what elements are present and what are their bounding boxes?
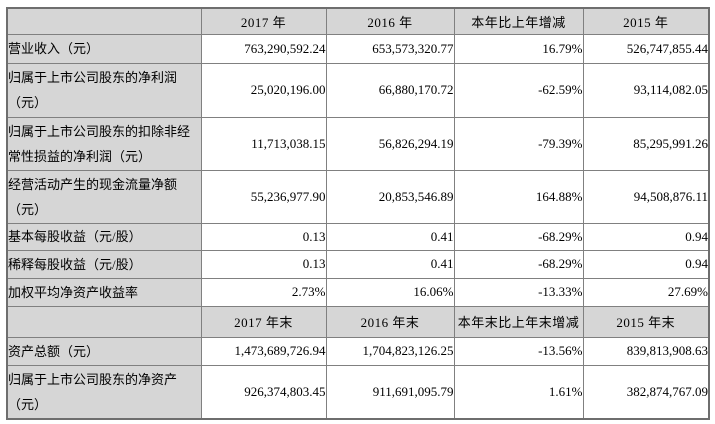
metric-label: 归属于上市公司股东的净资产（元）: [6, 364, 202, 420]
value-change: -68.29%: [453, 222, 584, 251]
value-2016: 66,880,170.72: [325, 62, 455, 118]
value-2016: 20,853,546.89: [325, 169, 455, 224]
value-2016: 16.06%: [325, 277, 455, 307]
value-2017: 926,374,803.45: [200, 364, 327, 420]
value-change: -62.59%: [453, 62, 584, 118]
column-header-2015-eoy: 2015 年末: [582, 305, 710, 338]
metric-label: 营业收入（元）: [6, 33, 202, 64]
value-2015: 93,114,082.05: [582, 62, 710, 118]
column-header-2017-eoy: 2017 年末: [200, 305, 327, 338]
column-header-2016-eoy: 2016 年末: [325, 305, 455, 338]
value-2017: 1,473,689,726.94: [200, 336, 327, 366]
column-header-yoy-change: 本年比上年增减: [453, 7, 584, 35]
table-row-net-profit-excl-nonrecurring: 归属于上市公司股东的扣除非经常性损益的净利润（元） 11,713,038.15 …: [6, 116, 710, 171]
value-change: 1.61%: [453, 364, 584, 420]
value-2016: 0.41: [325, 249, 455, 279]
table-row-diluted-eps: 稀释每股收益（元/股） 0.13 0.41 -68.29% 0.94: [6, 249, 710, 279]
value-2016: 1,704,823,126.25: [325, 336, 455, 366]
column-header-2017: 2017 年: [200, 7, 327, 35]
value-change: -68.29%: [453, 249, 584, 279]
value-2016: 653,573,320.77: [325, 33, 455, 64]
value-2015: 0.94: [582, 222, 710, 251]
value-2015: 526,747,855.44: [582, 33, 710, 64]
financial-summary-table: 2017 年 2016 年 本年比上年增减 2015 年 营业收入（元） 763…: [6, 7, 710, 420]
metric-label: 稀释每股收益（元/股）: [6, 249, 202, 279]
value-2017: 25,020,196.00: [200, 62, 327, 118]
value-2017: 55,236,977.90: [200, 169, 327, 224]
value-2015: 382,874,767.09: [582, 364, 710, 420]
value-2017: 11,713,038.15: [200, 116, 327, 171]
eoy-header-row: 2017 年末 2016 年末 本年末比上年末增减 2015 年末: [6, 305, 710, 338]
value-2015: 0.94: [582, 249, 710, 279]
value-2016: 56,826,294.19: [325, 116, 455, 171]
column-header-eoy-change: 本年末比上年末增减: [453, 305, 584, 338]
value-change: -13.33%: [453, 277, 584, 307]
column-header-blank: [6, 7, 202, 35]
metric-label: 归属于上市公司股东的净利润（元）: [6, 62, 202, 118]
table-row-basic-eps: 基本每股收益（元/股） 0.13 0.41 -68.29% 0.94: [6, 222, 710, 251]
value-change: 164.88%: [453, 169, 584, 224]
table-row-operating-cash-flow: 经营活动产生的现金流量净额（元） 55,236,977.90 20,853,54…: [6, 169, 710, 224]
value-2015: 839,813,908.63: [582, 336, 710, 366]
table-row-total-assets: 资产总额（元） 1,473,689,726.94 1,704,823,126.2…: [6, 336, 710, 366]
value-2017: 763,290,592.24: [200, 33, 327, 64]
value-2015: 94,508,876.11: [582, 169, 710, 224]
value-2015: 85,295,991.26: [582, 116, 710, 171]
metric-label: 基本每股收益（元/股）: [6, 222, 202, 251]
value-2016: 911,691,095.79: [325, 364, 455, 420]
value-2017: 2.73%: [200, 277, 327, 307]
table-row-revenue: 营业收入（元） 763,290,592.24 653,573,320.77 16…: [6, 33, 710, 64]
metric-label: 资产总额（元）: [6, 336, 202, 366]
financial-summary-table-wrap: 2017 年 2016 年 本年比上年增减 2015 年 营业收入（元） 763…: [6, 7, 710, 420]
value-2016: 0.41: [325, 222, 455, 251]
table-row-weighted-avg-roe: 加权平均净资产收益率 2.73% 16.06% -13.33% 27.69%: [6, 277, 710, 307]
table-row-net-profit: 归属于上市公司股东的净利润（元） 25,020,196.00 66,880,17…: [6, 62, 710, 118]
value-2017: 0.13: [200, 249, 327, 279]
metric-label: 归属于上市公司股东的扣除非经常性损益的净利润（元）: [6, 116, 202, 171]
value-change: -79.39%: [453, 116, 584, 171]
table-row-net-assets: 归属于上市公司股东的净资产（元） 926,374,803.45 911,691,…: [6, 364, 710, 420]
column-header-2016: 2016 年: [325, 7, 455, 35]
value-2015: 27.69%: [582, 277, 710, 307]
metric-label: 经营活动产生的现金流量净额（元）: [6, 169, 202, 224]
value-2017: 0.13: [200, 222, 327, 251]
metric-label: 加权平均净资产收益率: [6, 277, 202, 307]
column-header-blank: [6, 305, 202, 338]
value-change: 16.79%: [453, 33, 584, 64]
column-header-2015: 2015 年: [582, 7, 710, 35]
value-change: -13.56%: [453, 336, 584, 366]
annual-header-row: 2017 年 2016 年 本年比上年增减 2015 年: [6, 7, 710, 35]
